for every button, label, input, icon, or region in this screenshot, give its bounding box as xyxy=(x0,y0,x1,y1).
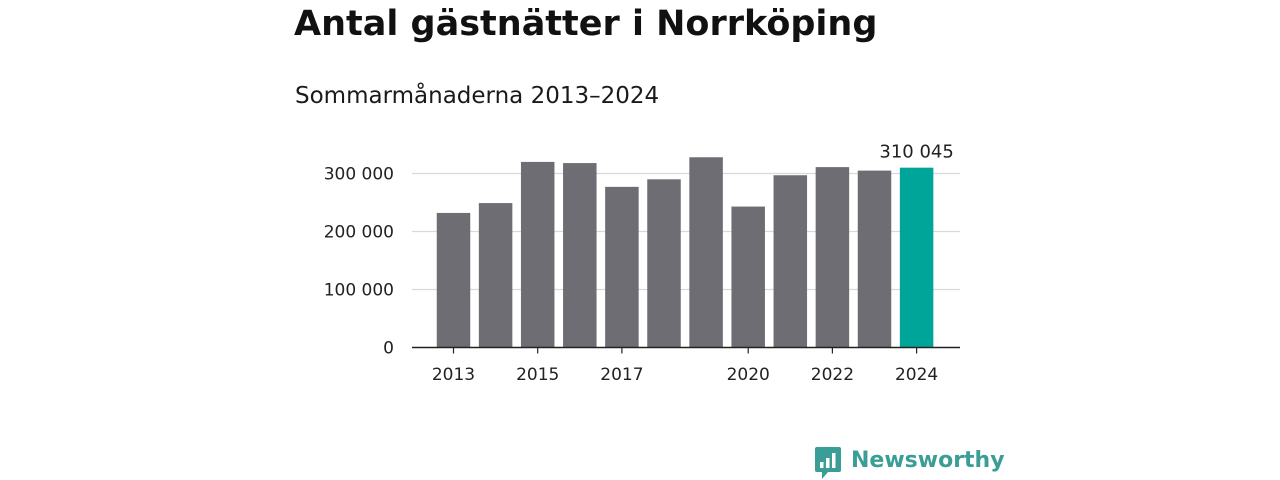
y-tick-label: 100 000 xyxy=(324,281,394,301)
newsworthy-logo-icon xyxy=(815,447,841,479)
y-tick-label: 300 000 xyxy=(324,165,394,185)
x-tick-label: 2020 xyxy=(727,365,770,385)
bar-2018 xyxy=(647,179,681,348)
bar-2013 xyxy=(436,212,471,348)
bar-2019 xyxy=(689,157,723,348)
y-tick-label: 200 000 xyxy=(324,223,394,243)
x-tick-label: 2013 xyxy=(432,365,475,385)
bar-2014 xyxy=(478,203,513,348)
x-tick-label: 2017 xyxy=(600,365,643,385)
chart-subtitle: Sommarmånaderna 2013–2024 xyxy=(295,83,660,109)
logo-text: Newsworthy xyxy=(851,448,1005,473)
bar-2016 xyxy=(563,163,597,348)
x-tick-label: 2022 xyxy=(811,365,854,385)
bar-2024 xyxy=(899,167,934,348)
data-label: 310 045 xyxy=(879,142,953,163)
bar-2017 xyxy=(605,186,639,348)
bar-2022 xyxy=(815,167,850,348)
chart-title: Antal gästnätter i Norrköping xyxy=(294,4,878,44)
x-tick-label: 2024 xyxy=(895,365,938,385)
newsworthy-logo[interactable]: Newsworthy xyxy=(814,446,1005,480)
x-tick-label: 2015 xyxy=(516,365,559,385)
bar-2021 xyxy=(773,175,808,348)
bar-2020 xyxy=(731,206,765,348)
bar-2023 xyxy=(857,170,892,348)
y-tick-label: 0 xyxy=(383,339,394,359)
bar-2015 xyxy=(520,161,555,348)
